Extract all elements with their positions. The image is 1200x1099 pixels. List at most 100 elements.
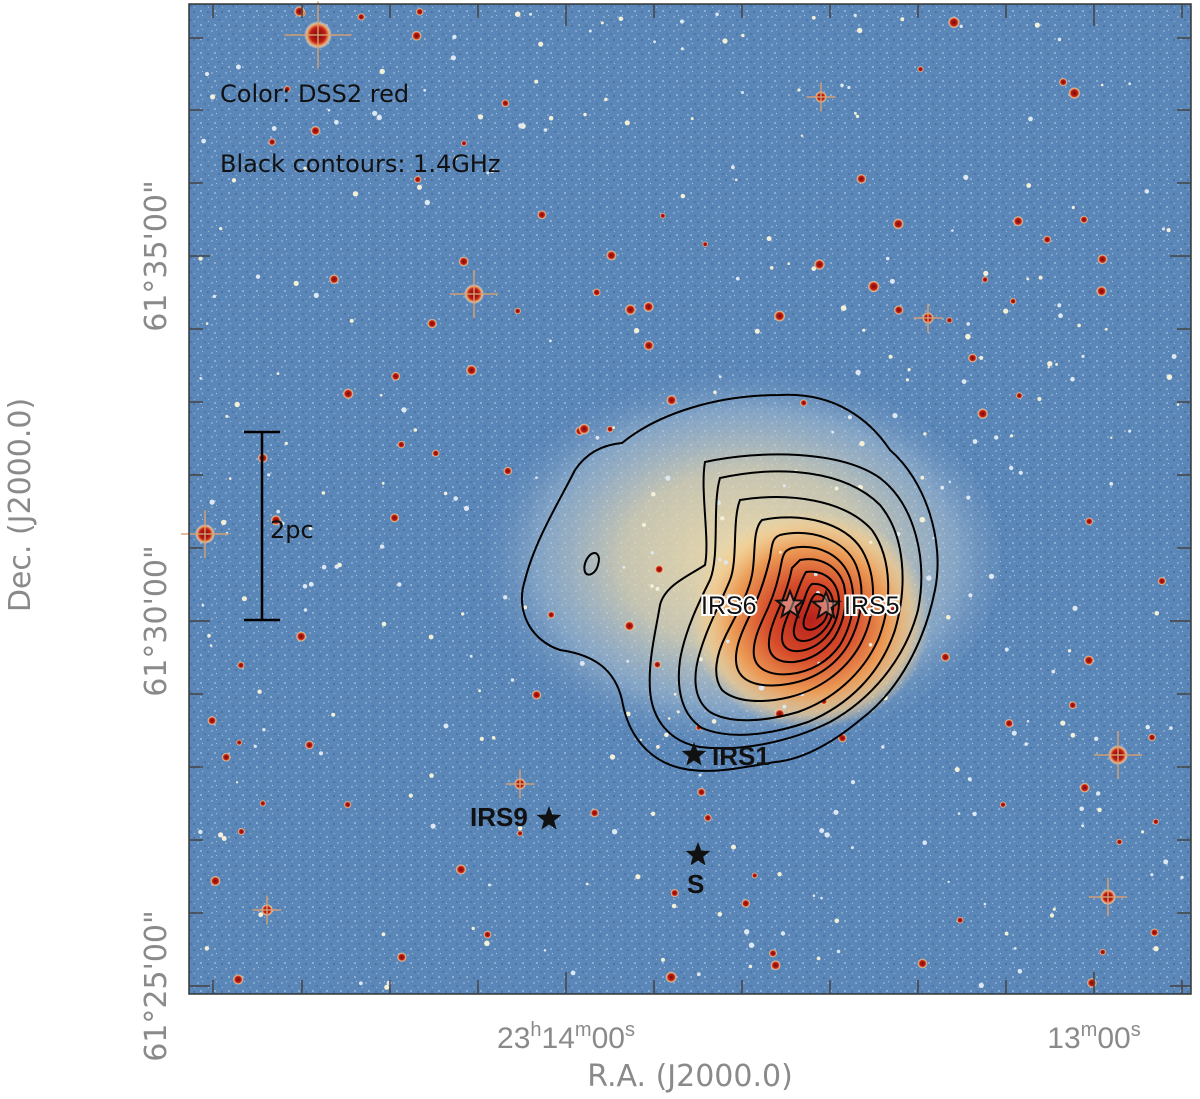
field-star: [731, 844, 736, 850]
field-star: [612, 426, 615, 429]
field-star: [1010, 434, 1014, 438]
field-star: [857, 27, 863, 34]
field-star: [1079, 782, 1090, 793]
field-star: [1100, 83, 1104, 87]
field-star: [391, 371, 401, 381]
field-star: [854, 111, 857, 115]
x-axis-label: R.A. (J2000.0): [587, 1059, 793, 1094]
field-star: [978, 982, 984, 989]
field-star: [510, 678, 515, 682]
field-star: [489, 168, 495, 174]
field-star: [703, 813, 712, 822]
field-star: [1083, 655, 1095, 666]
contour-level-8: [767, 558, 847, 664]
field-star: [881, 745, 885, 749]
field-star: [1003, 308, 1009, 314]
field-star: [983, 270, 989, 276]
field-star: [905, 378, 910, 382]
field-star: [666, 394, 677, 406]
field-star: [893, 305, 904, 315]
field-star: [907, 368, 911, 372]
y-tick-label: 61°30'00": [139, 545, 174, 697]
field-star: [1169, 726, 1173, 730]
field-star: [318, 751, 324, 756]
field-star: [734, 178, 738, 182]
field-star: [585, 882, 589, 886]
contour-level-6: [734, 532, 863, 687]
field-star: [535, 476, 538, 480]
field-star: [1009, 465, 1014, 471]
field-star: [777, 872, 782, 877]
irs6-label: IRS6: [701, 592, 757, 620]
field-star: [932, 536, 935, 540]
field-star: [486, 171, 490, 175]
field-star: [780, 931, 786, 936]
field-star: [1086, 977, 1097, 989]
field-star: [940, 485, 945, 490]
field-star: [430, 823, 436, 829]
field-star: [443, 723, 449, 729]
field-star: [381, 621, 387, 627]
field-star: [537, 210, 547, 220]
field-star: [946, 615, 951, 620]
field-star: [547, 610, 556, 619]
field-star: [723, 560, 728, 565]
field-star: [443, 491, 448, 496]
field-star: [389, 513, 400, 523]
field-star: [452, 34, 457, 40]
field-star: [966, 495, 971, 500]
field-star: [726, 639, 730, 644]
field-star: [787, 262, 790, 266]
field-star: [427, 318, 438, 329]
field-star: [198, 829, 203, 835]
field-star: [1099, 948, 1107, 956]
field-star: [518, 123, 524, 129]
field-star: [1110, 436, 1113, 439]
field-star: [626, 659, 630, 663]
field-star: [209, 644, 213, 647]
field-star: [957, 812, 961, 815]
field-star: [1154, 611, 1160, 616]
contour-level-5: [715, 516, 875, 702]
field-star: [811, 15, 816, 20]
field-star: [1049, 913, 1055, 918]
field-star: [855, 369, 861, 376]
field-star: [741, 33, 745, 38]
field-star: [697, 787, 706, 797]
field-star: [429, 773, 434, 778]
field-star: [310, 125, 321, 136]
field-star: [1145, 724, 1150, 730]
field-star: [1024, 742, 1028, 746]
field-star: [503, 595, 508, 600]
field-star: [748, 964, 753, 969]
field-star: [583, 112, 587, 117]
field-star: [813, 258, 826, 271]
field-star: [981, 276, 989, 283]
field-star: [855, 114, 860, 119]
field-star: [397, 440, 406, 449]
field-star: [972, 811, 977, 817]
field-star: [479, 736, 484, 742]
field-star: [671, 903, 677, 909]
field-star: [1068, 701, 1077, 710]
field-star: [503, 466, 513, 476]
field-star: [303, 608, 308, 612]
field-star: [417, 184, 422, 190]
field-star: [698, 773, 702, 777]
field-star: [618, 16, 624, 22]
field-star: [548, 115, 554, 121]
field-star: [888, 604, 900, 617]
field-star: [1004, 931, 1009, 936]
field-star: [207, 633, 211, 638]
field-star: [1128, 429, 1132, 433]
field-star: [833, 809, 839, 815]
field-star: [850, 780, 856, 785]
field-star: [1097, 807, 1102, 813]
field-star: [1017, 968, 1023, 974]
field-star: [917, 66, 924, 73]
field-star: [622, 565, 626, 569]
field-star: [1038, 275, 1043, 280]
field-star: [1068, 87, 1081, 100]
field-star: [1013, 947, 1017, 950]
field-star: [453, 496, 459, 501]
